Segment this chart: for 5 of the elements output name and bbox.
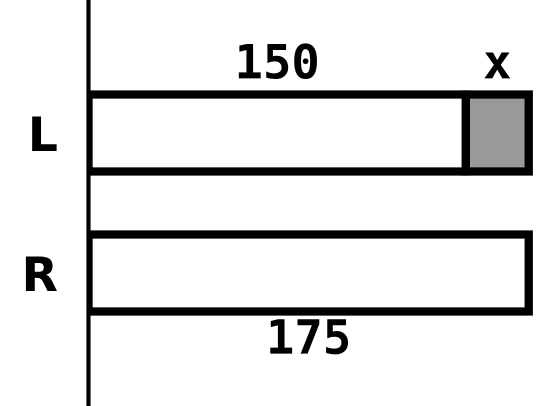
- data-label: 150: [238, 43, 317, 80]
- y-tick-label: L: [32, 116, 57, 151]
- data-label: 175: [270, 319, 348, 354]
- y-tick-label: R: [26, 256, 57, 291]
- data-label: x: [484, 52, 510, 78]
